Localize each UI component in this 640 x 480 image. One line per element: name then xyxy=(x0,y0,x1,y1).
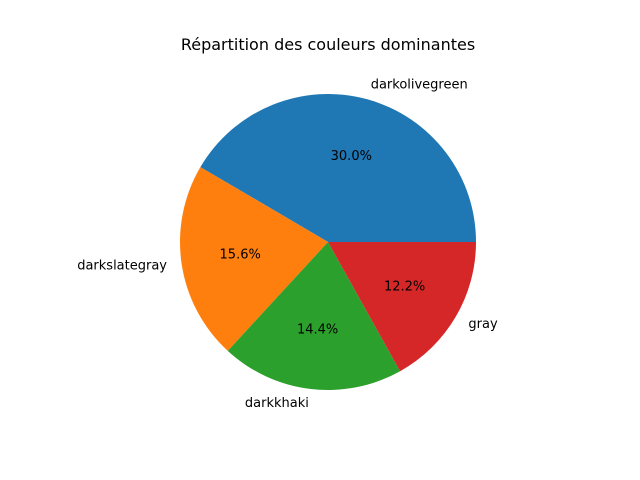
pie-slice-darkkhaki xyxy=(227,242,401,390)
pie-percent-gray: 12.2% xyxy=(384,280,425,295)
pie-slice-darkslategray xyxy=(179,167,328,351)
pie-labels: darkolivegreen 30.0% darkslategray 15.6% dar… xyxy=(77,77,498,411)
pie-label-darkslategray: darkslategray xyxy=(77,259,167,274)
pie-label-darkkhaki: darkkhaki xyxy=(245,396,309,411)
pie-label-darkolivegreen: darkolivegreen xyxy=(371,77,468,92)
pie-label-gray: gray xyxy=(468,317,498,332)
chart-title: Répartition des couleurs dominantes xyxy=(181,35,475,54)
pie-slice-darkolivegreen xyxy=(200,94,476,242)
pie-slices xyxy=(179,94,476,390)
pie-percent-darkolivegreen: 30.0% xyxy=(331,149,372,164)
pie-percent-darkkhaki: 14.4% xyxy=(297,323,338,338)
pie-percent-darkslategray: 15.6% xyxy=(220,248,261,263)
pie-slice-gray xyxy=(328,242,476,372)
